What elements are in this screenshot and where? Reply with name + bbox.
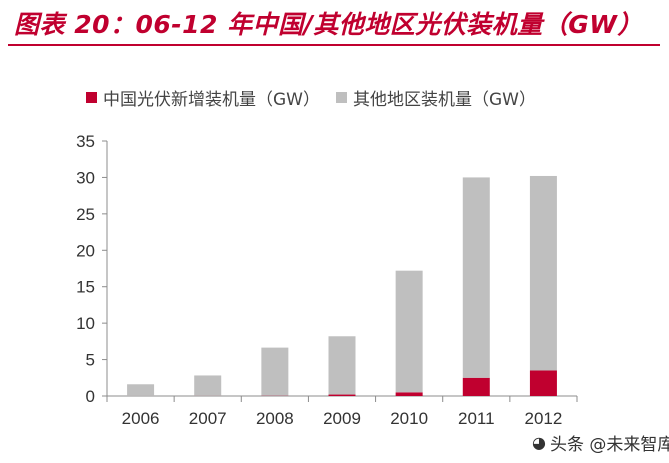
x-tick-label: 2012 (525, 409, 563, 428)
x-tick-label: 2008 (256, 409, 294, 428)
x-tick-label: 2007 (189, 409, 227, 428)
x-tick-label: 2011 (458, 409, 495, 428)
legend-item-other: 其他地区装机量（GW） (335, 85, 536, 110)
chart-title: 图表 20：06-12 年中国/其他地区光伏装机量（GW） (14, 10, 643, 39)
bar-other-2010 (395, 270, 423, 393)
legend-item-china: 中国光伏新增装机量（GW） (86, 85, 320, 110)
bar-other-2006 (127, 384, 155, 396)
bar-other-2008 (261, 347, 289, 396)
bar-other-2009 (328, 336, 356, 395)
bar-china-2012 (529, 370, 557, 396)
y-tick-label: 10 (76, 314, 95, 333)
bar-other-2007 (194, 375, 222, 396)
y-tick-label: 0 (86, 387, 95, 406)
watermark-text: 头条 @未来智库 (549, 435, 669, 455)
legend-swatch-other (335, 91, 347, 103)
bar-china-2009 (328, 394, 356, 396)
x-tick-label: 2010 (390, 409, 428, 428)
y-tick-label: 35 (76, 132, 95, 151)
x-tick-label: 2009 (323, 409, 361, 428)
y-tick-label: 25 (76, 205, 95, 224)
x-tick-label: 2006 (122, 409, 160, 428)
title-underline (8, 44, 660, 46)
chart-legend: 中国光伏新增装机量（GW） 其他地区装机量（GW） (86, 85, 552, 110)
legend-swatch-china (86, 91, 97, 103)
y-tick-label: 15 (76, 278, 95, 297)
y-tick-label: 20 (76, 241, 95, 260)
bar-other-2012 (529, 175, 557, 371)
legend-label-other: 其他地区装机量（GW） (352, 89, 536, 110)
title-bar: 图表 20：06-12 年中国/其他地区光伏装机量（GW） (0, 0, 669, 46)
watermark: ◕ 头条 @未来智库 (532, 430, 669, 455)
bar-other-2011 (462, 177, 490, 378)
bar-china-2010 (395, 392, 423, 396)
wechat-icon: ◕ (532, 433, 546, 452)
y-tick-label: 30 (76, 168, 95, 187)
legend-label-china: 中国光伏新增装机量（GW） (103, 89, 320, 110)
bar-china-2011 (462, 377, 490, 396)
y-tick-label: 5 (86, 351, 95, 370)
